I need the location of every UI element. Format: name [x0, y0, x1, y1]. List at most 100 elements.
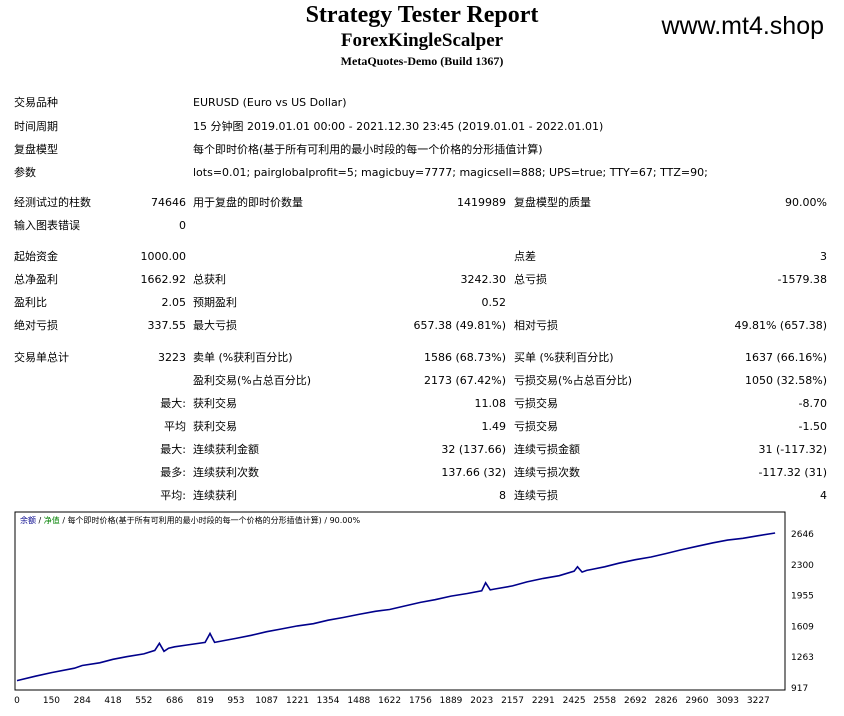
series-layer: [16, 532, 776, 682]
pf-value: 2.05: [161, 296, 187, 309]
spread-label: 点差: [514, 250, 536, 263]
period-label: 时间周期: [14, 120, 58, 133]
max-dd-label: 最大亏损: [193, 319, 237, 332]
most-label: 最多:: [160, 466, 186, 479]
long-label: 买单 (%获利百分比): [514, 351, 614, 364]
x-tick-label: 953: [227, 696, 244, 706]
ea-name: ForexKingleScalper: [340, 30, 504, 51]
y-tick-label: 917: [791, 684, 808, 694]
largest-profit-value: 11.08: [474, 397, 507, 410]
build-info: MetaQuotes-Demo (Build 1367): [340, 54, 504, 68]
cons-loss-amt-value: 31 (-117.32): [758, 443, 827, 456]
loss-trades-label: 亏损交易(%占总百分比): [514, 374, 633, 387]
avg-label: 平均: [164, 420, 186, 433]
model-value: 每个即时价格(基于所有可利用的最小时段的每一个价格的分形插值计算): [193, 143, 543, 156]
net-value: 1662.92: [140, 273, 187, 286]
avg-loss-value: -1.50: [798, 420, 827, 433]
report-title: Strategy Tester Report: [305, 2, 539, 28]
cons-loss-amt-label: 连续亏损金额: [514, 443, 580, 456]
legend-model: / 每个即时价格(基于所有可利用的最小时段的每一个价格的分形插值计算) / 90…: [60, 515, 361, 525]
avg-cons-loss-label: 连续亏损: [514, 489, 558, 502]
spread-value: 3: [820, 250, 827, 263]
max2-label: 最大:: [160, 443, 186, 456]
y-tick-label: 2646: [791, 530, 814, 540]
ticks-value: 1419989: [457, 196, 506, 209]
x-tick-label: 0: [14, 696, 20, 706]
balance-chart: 余额 / 净值 / 每个即时价格(基于所有可利用的最小时段的每一个价格的分形插值…: [14, 511, 814, 706]
x-tick-label: 2291: [532, 696, 555, 706]
errors-value: 0: [179, 219, 186, 232]
ticks-label: 用于复盘的即时价数量: [193, 196, 303, 209]
avg-profit-label: 获利交易: [193, 420, 237, 433]
x-tick-label: 2157: [501, 696, 524, 706]
avg-cons-win-value: 8: [499, 489, 506, 502]
loss-trades-value: 1050 (32.58%): [744, 374, 827, 387]
avg-loss-label: 亏损交易: [514, 420, 558, 433]
avg-profit-value: 1.49: [481, 420, 507, 433]
legend-balance: 余额: [20, 515, 36, 525]
x-tick-label: 1622: [378, 696, 401, 706]
chart-legend: 余额 / 净值 / 每个即时价格(基于所有可利用的最小时段的每一个价格的分形插值…: [20, 515, 360, 525]
short-label: 卖单 (%获利百分比): [193, 351, 293, 364]
cons-loss-cnt-value: -117.32 (31): [758, 466, 827, 479]
x-tick-label: 2960: [686, 696, 709, 706]
x-tick-label: 819: [197, 696, 214, 706]
trades-label: 交易单总计: [14, 351, 69, 364]
abs-dd-label: 绝对亏损: [14, 319, 58, 332]
gross-profit-value: 3242.30: [460, 273, 507, 286]
x-tick-label: 686: [166, 696, 183, 706]
legend-sep: /: [36, 516, 44, 525]
max-dd-value: 657.38 (49.81%): [413, 319, 506, 332]
pf-label: 盈利比: [14, 296, 47, 309]
params-value: lots=0.01; pairglobalprofit=5; magicbuy=…: [193, 166, 708, 179]
rel-dd-label: 相对亏损: [514, 319, 558, 332]
gross-loss-label: 总亏损: [514, 273, 547, 286]
abs-dd-value: 337.55: [147, 319, 187, 332]
y-tick-label: 2300: [791, 561, 814, 571]
x-tick-label: 150: [43, 696, 60, 706]
cons-win-cnt-value: 137.66 (32): [441, 466, 506, 479]
x-tick-label: 1756: [409, 696, 432, 706]
x-tick-label: 2826: [655, 696, 678, 706]
x-axis: 0 150 284 418 552 686 819 953 1087 1221 1354 1488 16…: [14, 696, 770, 706]
errors-label: 输入图表错误: [14, 219, 80, 232]
x-tick-label: 418: [104, 696, 121, 706]
gross-loss-value: -1579.38: [777, 273, 827, 286]
y-axis: 917 1263 1609 1955 2300 2646: [791, 530, 814, 694]
model-label: 复盘模型: [14, 143, 58, 156]
x-tick-label: 1889: [440, 696, 463, 706]
win-value: 2173 (67.42%): [423, 374, 506, 387]
x-tick-label: 1354: [317, 696, 340, 706]
quality-label: 复盘模型的质量: [514, 196, 591, 209]
watermark: www.mt4.shop: [661, 12, 824, 40]
x-tick-label: 2558: [593, 696, 616, 706]
y-tick-label: 1263: [791, 653, 814, 663]
x-tick-label: 3093: [716, 696, 739, 706]
bars-label: 经测试过的柱数: [14, 196, 91, 209]
largest-loss-label: 亏损交易: [514, 397, 558, 410]
x-tick-label: 284: [74, 696, 91, 706]
bars-value: 74646: [151, 196, 186, 209]
deposit-label: 起始资金: [14, 250, 58, 263]
y-tick-label: 1609: [791, 622, 814, 632]
x-tick-label: 2023: [470, 696, 493, 706]
gross-profit-label: 总获利: [193, 273, 226, 286]
x-tick-label: 2425: [563, 696, 586, 706]
largest-loss-value: -8.70: [798, 397, 827, 410]
series-line-balance: [16, 532, 776, 682]
avg2-label: 平均:: [160, 489, 186, 502]
long-value: 1637 (66.16%): [744, 351, 827, 364]
period-value: 15 分钟图 2019.01.01 00:00 - 2021.12.30 23:…: [193, 120, 604, 133]
expected-value: 0.52: [481, 296, 507, 309]
legend-equity: 净值: [44, 515, 60, 525]
avg-cons-win-label: 连续获利: [193, 489, 237, 502]
y-tick-label: 1955: [791, 592, 814, 602]
plot-frame: [14, 511, 786, 691]
cons-win-amt-value: 32 (137.66): [441, 443, 506, 456]
avg-cons-loss-value: 4: [820, 489, 827, 502]
symbol-label: 交易品种: [14, 96, 58, 109]
max-label: 最大:: [160, 397, 186, 410]
x-tick-label: 3227: [747, 696, 770, 706]
net-label: 总净盈利: [14, 273, 58, 286]
trades-value: 3223: [158, 351, 186, 364]
